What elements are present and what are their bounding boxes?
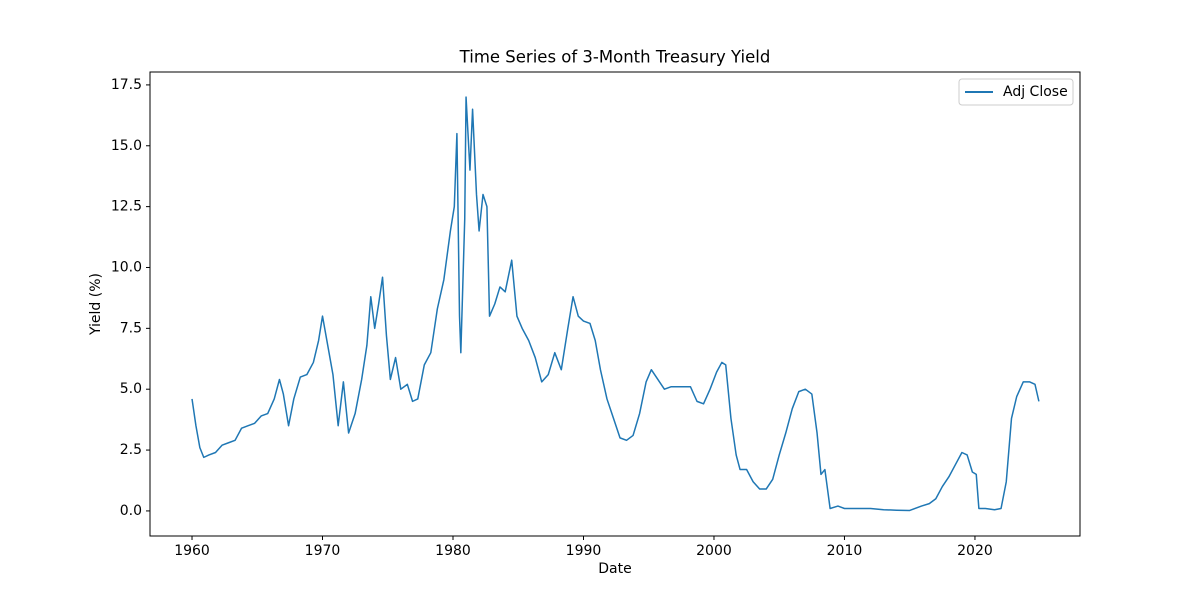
- legend-label: Adj Close: [1003, 84, 1068, 100]
- x-tick-label: 2020: [957, 543, 993, 559]
- y-tick-label: 17.5: [111, 77, 142, 93]
- y-tick-label: 0.0: [120, 503, 142, 519]
- plot-frame: [149, 71, 1081, 537]
- y-tick-label: 5.0: [120, 381, 142, 397]
- x-tick-label: 1970: [305, 543, 341, 559]
- y-tick-label: 2.5: [120, 442, 142, 458]
- chart-title: Time Series of 3-Month Treasury Yield: [459, 48, 771, 67]
- x-tick-label: 2010: [827, 543, 863, 559]
- x-axis-label: Date: [598, 561, 631, 577]
- x-tick-label: 1980: [435, 543, 471, 559]
- x-tick-label: 1990: [566, 543, 602, 559]
- legend-box: [958, 78, 1074, 106]
- series-line: [191, 96, 1040, 512]
- y-tick-label: 12.5: [111, 199, 142, 215]
- x-tick-label: 1960: [174, 543, 210, 559]
- y-tick-label: 7.5: [120, 320, 142, 336]
- y-tick-label: 15.0: [111, 138, 142, 154]
- y-axis-label: Yield (%): [88, 273, 104, 336]
- x-tick-label: 2000: [696, 543, 732, 559]
- y-tick-label: 10.0: [111, 259, 142, 275]
